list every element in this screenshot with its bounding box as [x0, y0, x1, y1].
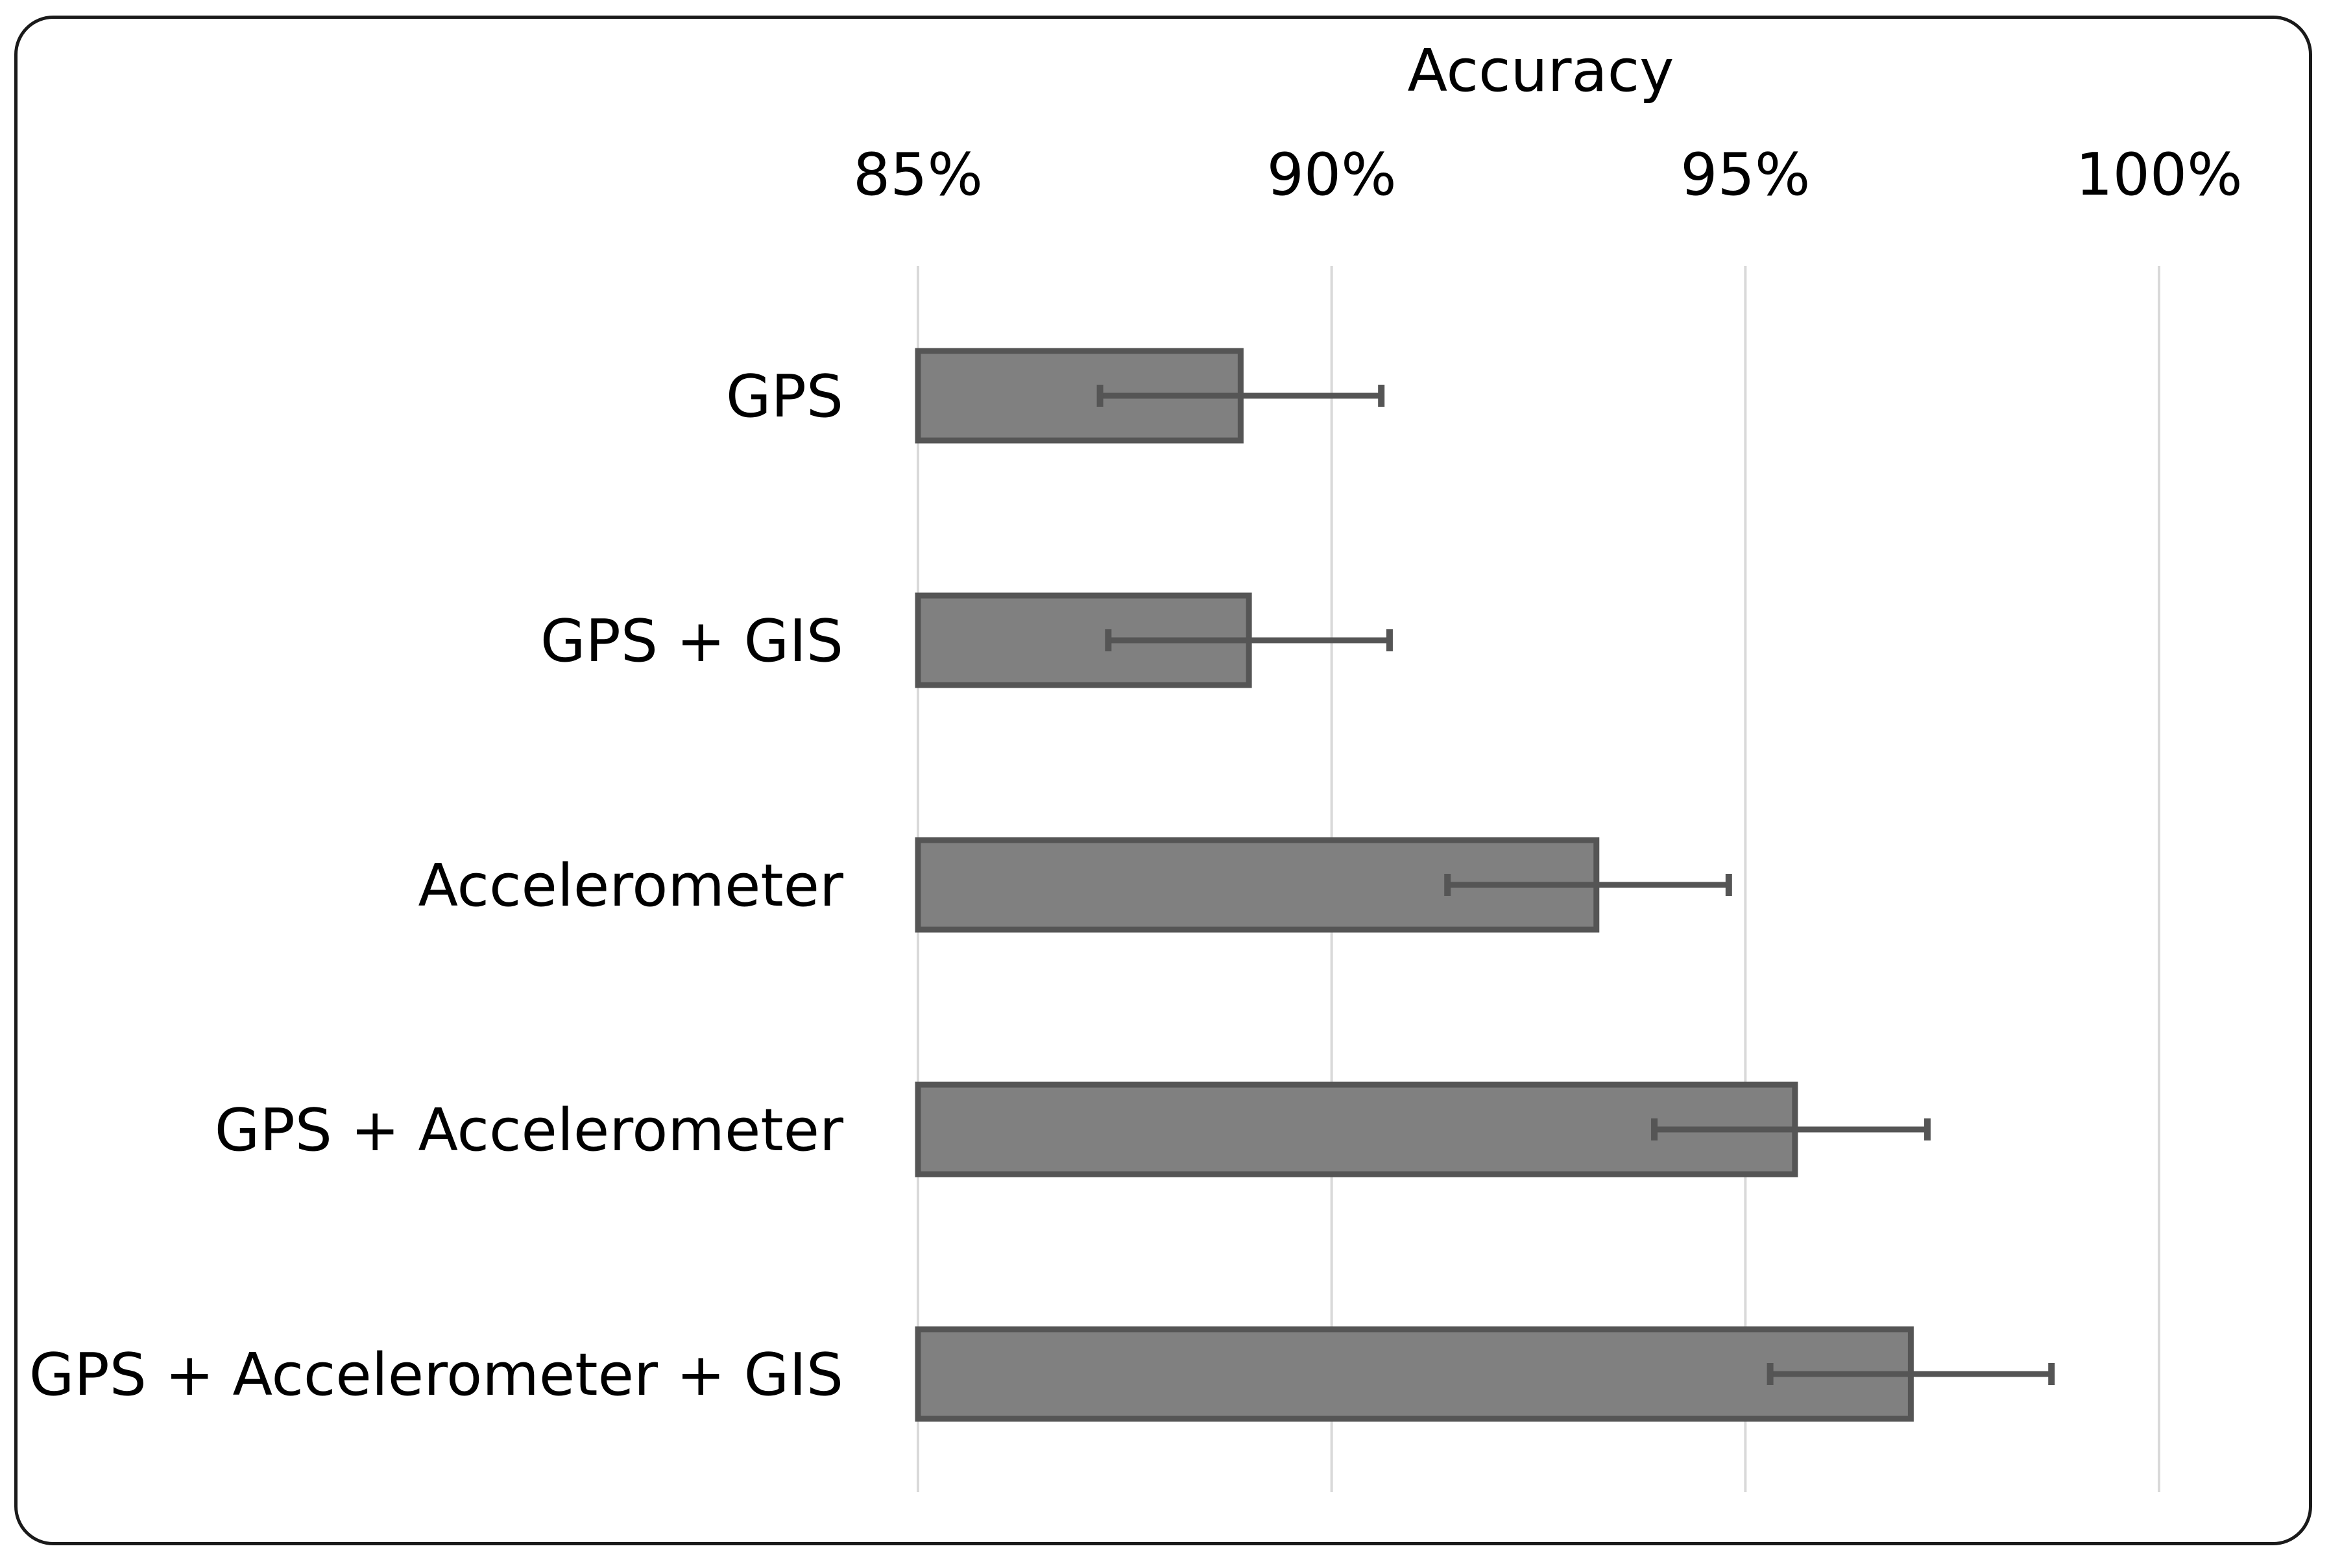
category-label: GPS + GIS: [540, 607, 843, 675]
category-label: GPS + Accelerometer + GIS: [29, 1341, 843, 1409]
x-tick-label: 90%: [1267, 141, 1397, 209]
x-tick-label: 100%: [2075, 141, 2242, 209]
bar: [915, 1326, 1914, 1422]
x-axis-label: Accuracy: [1408, 37, 1674, 105]
x-tick-labels: 85% 90% 95% 100%: [853, 141, 2243, 209]
error-bar: [1096, 385, 1385, 407]
category-label: GPS: [726, 363, 843, 431]
chart-frame: [14, 16, 2312, 1545]
error-bars: [1096, 385, 2055, 1385]
bars: [915, 348, 1914, 1422]
error-bar: [1651, 1118, 1931, 1140]
category-labels: GPS GPS + GIS Accelerometer GPS + Accelerom…: [29, 363, 843, 1409]
x-tick-label: 95%: [1680, 141, 1810, 209]
category-label: Accelerometer: [418, 852, 844, 920]
error-bar: [1444, 874, 1732, 896]
category-label: GPS + Accelerometer: [215, 1096, 843, 1164]
error-bar: [1105, 629, 1393, 651]
error-bar: [1767, 1363, 2055, 1385]
x-tick-label: 85%: [853, 141, 983, 209]
